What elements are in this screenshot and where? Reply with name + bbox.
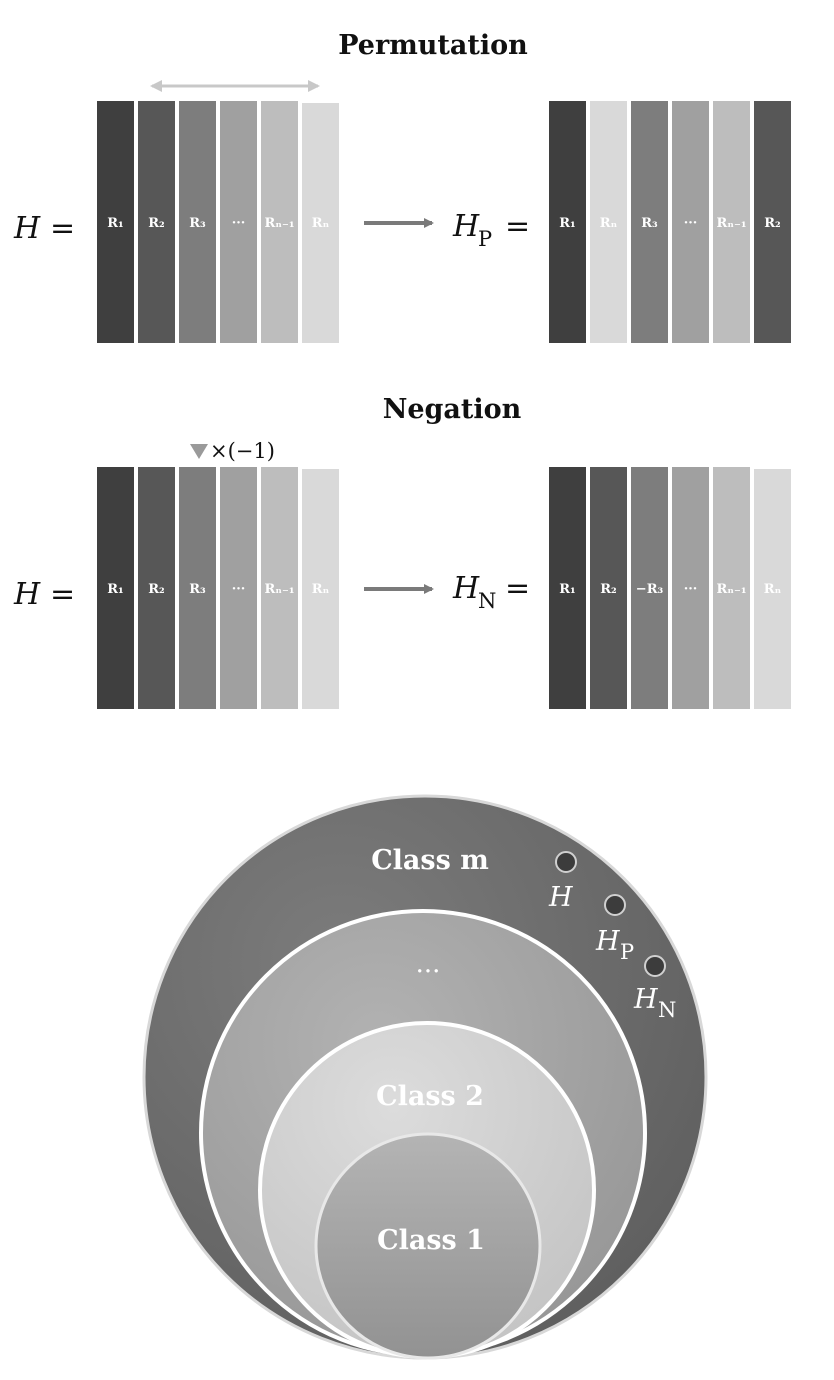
permutation-lhs-symbol: H [13, 211, 41, 246]
negation-left-matrix: R₁ R₂ R₃ ··· Rₙ₋₁ Rₙ [97, 467, 339, 709]
negation-rhs-subscript: N [478, 589, 496, 613]
permutation-rhs-symbol: H [452, 209, 480, 244]
point-hn-subscript: N [658, 998, 676, 1022]
neg-left-column-5 [261, 467, 298, 709]
perm-left-column-1 [97, 101, 134, 343]
neg-right-column-5-label: Rₙ₋₁ [716, 582, 746, 597]
perm-left-column-3-label: R₃ [189, 216, 206, 231]
neg-right-column-2 [590, 467, 627, 709]
negation-rhs-equals: = [505, 571, 530, 606]
negation-rhs: H N = [452, 571, 530, 613]
neg-right-column-4 [672, 467, 709, 709]
perm-left-column-3 [179, 101, 216, 343]
perm-left-column-6-label: Rₙ [312, 216, 330, 231]
perm-right-column-4-label: ··· [684, 216, 698, 231]
neg-right-column-4-label: ··· [684, 582, 698, 597]
permutation-title: Permutation [338, 30, 528, 61]
perm-right-column-5 [713, 101, 750, 343]
point-hp-label: H [595, 926, 620, 957]
negation-title: Negation [383, 394, 522, 425]
perm-right-column-3-label: R₃ [641, 216, 658, 231]
point-hp [604, 894, 626, 916]
point-h-label: H [548, 882, 573, 913]
perm-right-column-4 [672, 101, 709, 343]
permutation-rhs-subscript: P [478, 227, 492, 251]
neg-right-column-6 [754, 469, 791, 709]
neg-right-column-6-label: Rₙ [764, 582, 782, 597]
perm-left-column-5-label: Rₙ₋₁ [264, 216, 294, 231]
neg-left-column-6-label: Rₙ [312, 582, 330, 597]
neg-right-column-2-label: R₂ [600, 582, 617, 597]
perm-right-column-6 [754, 101, 791, 343]
point-hn [644, 955, 666, 977]
negation-multiplier: ×(−1) [210, 439, 275, 463]
perm-left-column-4 [220, 101, 257, 343]
point-hp-subscript: P [620, 940, 634, 964]
class-m-label: Class m [371, 845, 489, 876]
permutation-lhs-equals: = [50, 211, 75, 246]
perm-right-column-6-label: R₂ [764, 216, 781, 231]
point-h [555, 851, 577, 873]
neg-left-column-3-label: R₃ [189, 582, 206, 597]
perm-left-column-2 [138, 101, 175, 343]
negation-rhs-symbol: H [452, 571, 480, 606]
perm-right-column-2-label: Rₙ [600, 216, 618, 231]
perm-left-column-6 [302, 103, 339, 343]
perm-left-column-2-label: R₂ [148, 216, 165, 231]
perm-right-column-1 [549, 101, 586, 343]
neg-left-column-2-label: R₂ [148, 582, 165, 597]
neg-left-column-6 [302, 469, 339, 709]
negation-right-matrix: R₁ R₂ −R₃ ··· Rₙ₋₁ Rₙ [549, 467, 791, 709]
perm-left-column-5 [261, 101, 298, 343]
class-1-circle [314, 1132, 542, 1360]
negation-lhs: H = [13, 577, 75, 612]
permutation-right-matrix: R₁ Rₙ R₃ ··· Rₙ₋₁ R₂ [549, 101, 791, 343]
perm-left-column-4-label: ··· [232, 216, 246, 231]
perm-left-column-1-label: R₁ [107, 216, 124, 231]
permutation-left-matrix: R₁ R₂ R₃ ··· Rₙ₋₁ Rₙ [97, 101, 339, 343]
permutation-lhs: H = [13, 211, 75, 246]
neg-left-column-3 [179, 467, 216, 709]
neg-left-column-4 [220, 467, 257, 709]
point-hn-label: H [633, 984, 658, 1015]
perm-right-column-2 [590, 101, 627, 343]
negation-marker-icon [190, 444, 208, 459]
permutation-rhs: H P = [452, 209, 530, 251]
neg-right-column-1-label: R₁ [559, 582, 576, 597]
neg-left-column-1 [97, 467, 134, 709]
class-hierarchy: Class m ··· Class 2 Class 1 H H P H N [142, 794, 708, 1360]
neg-left-column-5-label: Rₙ₋₁ [264, 582, 294, 597]
perm-right-column-1-label: R₁ [559, 216, 576, 231]
neg-left-column-2 [138, 467, 175, 709]
class-2-label: Class 2 [376, 1081, 484, 1112]
perm-right-column-5-label: Rₙ₋₁ [716, 216, 746, 231]
neg-left-column-4-label: ··· [232, 582, 246, 597]
neg-right-column-3 [631, 467, 668, 709]
neg-right-column-1 [549, 467, 586, 709]
negation-lhs-symbol: H [13, 577, 41, 612]
neg-right-column-3-label: −R₃ [636, 582, 664, 597]
class-ellipsis: ··· [416, 957, 441, 987]
class-1-label: Class 1 [377, 1225, 485, 1256]
neg-left-column-1-label: R₁ [107, 582, 124, 597]
permutation-rhs-equals: = [505, 209, 530, 244]
perm-right-column-3 [631, 101, 668, 343]
negation-lhs-equals: = [50, 577, 75, 612]
neg-right-column-5 [713, 467, 750, 709]
